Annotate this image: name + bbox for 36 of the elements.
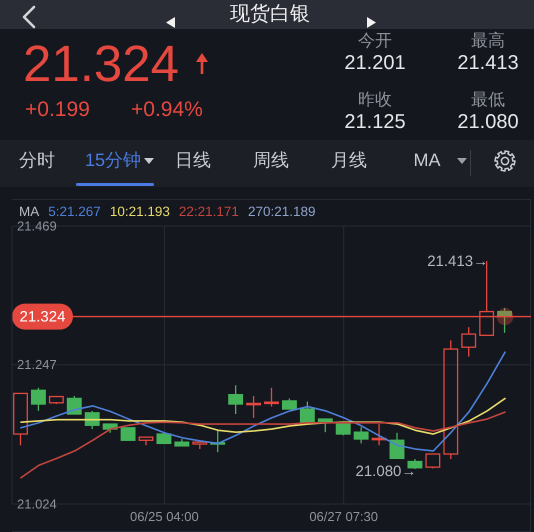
text: 今开 (358, 30, 392, 52)
text: 15分钟 (84, 150, 142, 172)
text: 5:21.267 (48, 203, 101, 221)
text: 21.125 (344, 110, 406, 134)
line-series (20, 398, 506, 435)
text: 270:21.189 (248, 203, 316, 221)
x-tick-label: 06/25 04:00 (130, 509, 199, 524)
candlestick (228, 384, 244, 415)
text: 最高 (471, 30, 505, 52)
text: 21.324 (23, 34, 179, 94)
text: 21.080 (457, 110, 519, 134)
candlestick (461, 326, 476, 358)
text: 22:21.171 (178, 203, 239, 221)
annotation: 21.413→ (427, 252, 488, 270)
text: 昨收 (358, 90, 392, 110)
text: 周线 (253, 150, 289, 172)
candlestick (354, 426, 369, 444)
text: 21.201 (344, 51, 406, 75)
text: 日线 (175, 150, 211, 172)
ref-line-label: 21.324 (20, 308, 66, 326)
text: MA (414, 150, 440, 172)
annotation: 21.080→ (356, 463, 416, 480)
text: 月线 (331, 150, 367, 172)
text: 分时 (19, 150, 55, 172)
y-tick-label: 21.469 (17, 218, 57, 234)
text: +0.94% (131, 97, 203, 123)
text: 最低 (471, 90, 505, 110)
y-tick-label: 21.024 (17, 496, 57, 512)
text: +0.199 (25, 97, 90, 123)
candlestick (443, 340, 458, 460)
legend-title: MA (19, 203, 40, 221)
text: 21.413 (457, 51, 519, 75)
x-tick-label: 06/27 07:30 (309, 509, 378, 524)
y-tick-label: 21.247 (17, 357, 57, 372)
chart-title: 现货白银 (230, 2, 310, 26)
text: 10:21.193 (110, 203, 170, 221)
